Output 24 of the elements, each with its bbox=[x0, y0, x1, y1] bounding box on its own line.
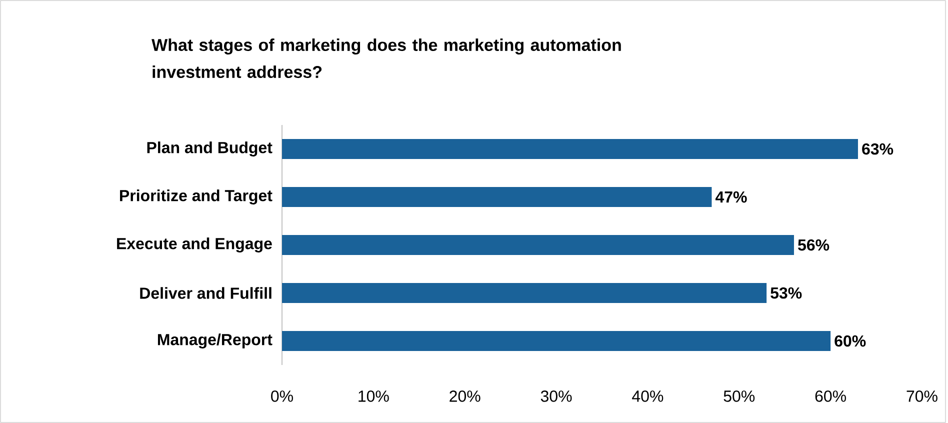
bar bbox=[282, 139, 858, 159]
x-tick-label: 70% bbox=[906, 390, 938, 402]
bar bbox=[282, 282, 767, 303]
x-tick-label: 0% bbox=[271, 390, 293, 402]
data-label: 56% bbox=[798, 239, 830, 251]
y-tick-label: Plan and Budget bbox=[147, 142, 272, 156]
data-label: 63% bbox=[862, 143, 894, 155]
x-tick-label: 10% bbox=[358, 390, 389, 402]
x-tick-label: 60% bbox=[815, 390, 846, 402]
x-tick-label: 30% bbox=[540, 390, 572, 402]
bar bbox=[282, 330, 831, 351]
data-label: 53% bbox=[770, 287, 802, 299]
y-tick-label: Execute and Engage bbox=[117, 238, 272, 252]
y-tick-label: Manage/Report bbox=[158, 334, 272, 348]
bar bbox=[282, 234, 794, 255]
x-tick-label: 20% bbox=[450, 390, 480, 402]
data-label: 47% bbox=[715, 191, 747, 203]
y-tick-label: Prioritize and Target bbox=[120, 190, 272, 204]
chart-title: What stages of marketing does the marketing automation investment address? bbox=[152, 38, 621, 78]
y-tick-label: Deliver and Fulfill bbox=[140, 287, 272, 299]
data-label: 60% bbox=[834, 335, 866, 347]
x-tick-label: 40% bbox=[632, 390, 664, 402]
bar bbox=[282, 186, 712, 207]
x-tick-label: 50% bbox=[724, 390, 755, 402]
